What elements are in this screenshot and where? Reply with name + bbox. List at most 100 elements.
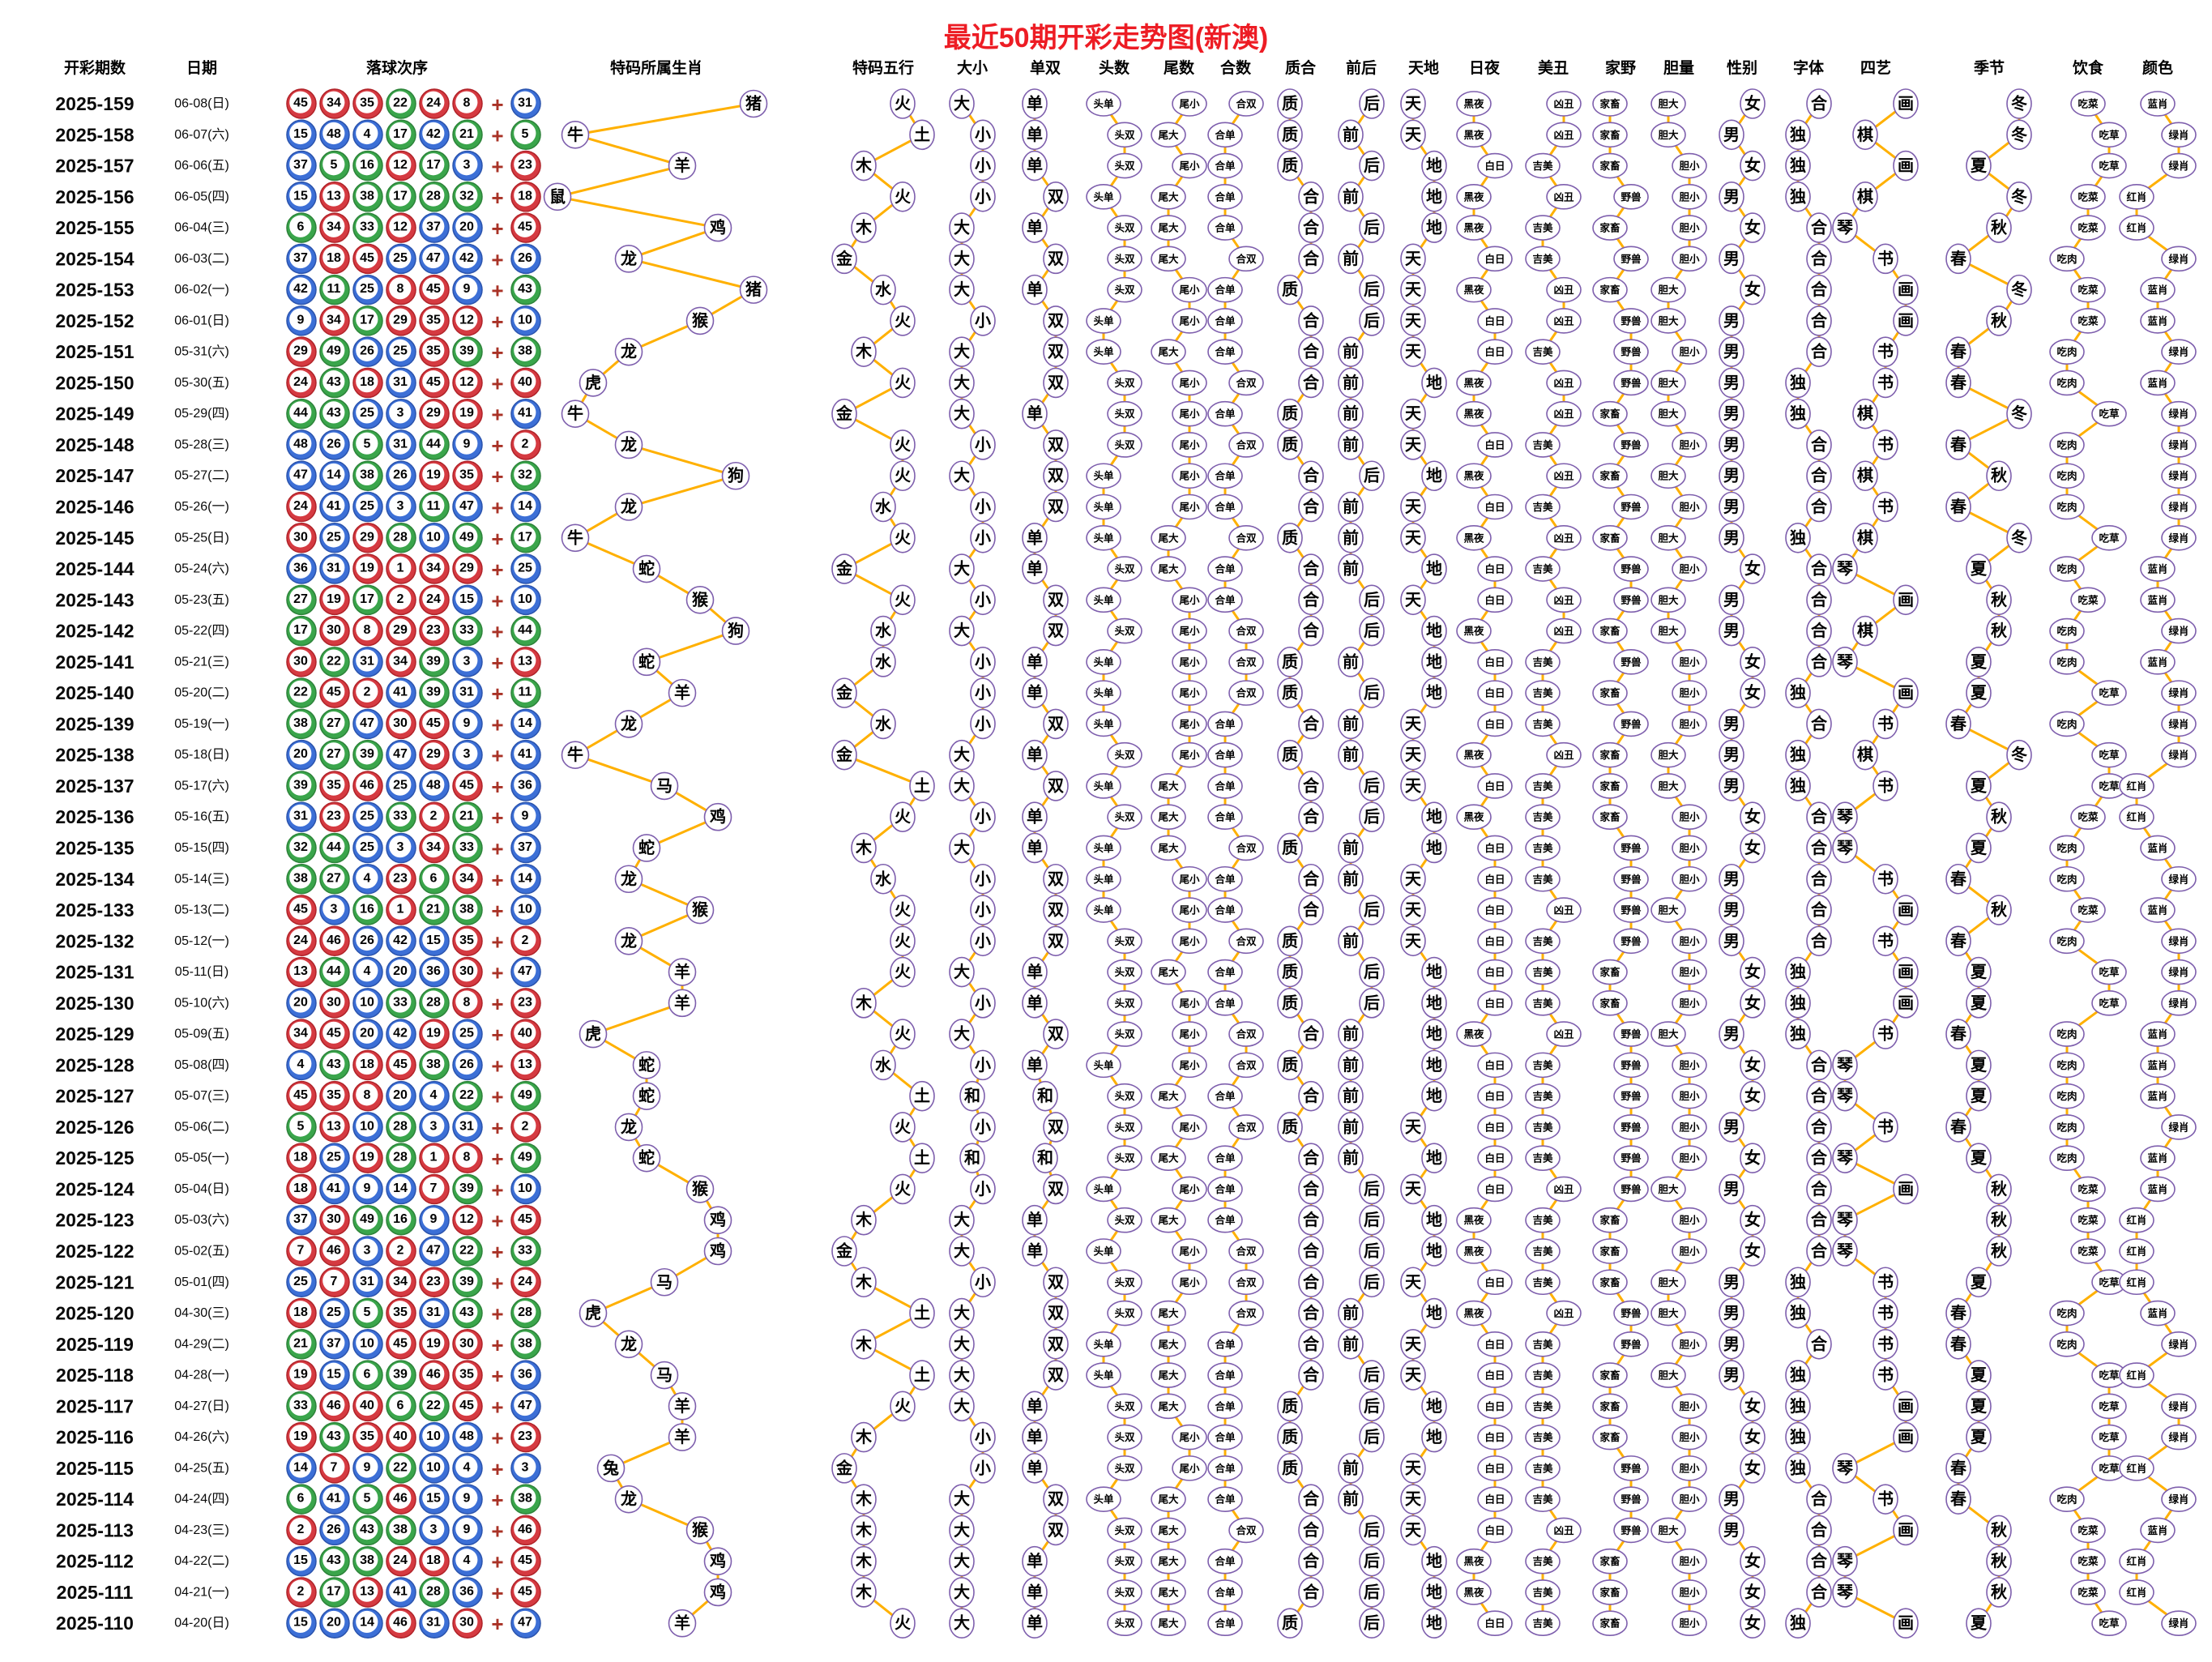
attr-label: 女	[1744, 1086, 1761, 1105]
attr-item-yanse: 蓝肖	[2140, 587, 2176, 613]
attr-circle	[2006, 274, 2032, 305]
attr-item-ziti: 独	[1785, 1421, 1811, 1453]
table-row: 2025-133 05-13(二) 45 3 16 1 21 38 +10 猴火小双头单 尾小 合单合…	[55, 895, 2176, 925]
attr-label: 尾大	[1158, 1214, 1179, 1226]
attr-item-yinshi: 吃肉	[2049, 928, 2085, 955]
attr-item-wuxing: 木	[851, 212, 877, 243]
attr-label: 黑夜	[1463, 470, 1484, 482]
attr-item-wei: 尾小	[1172, 741, 1207, 768]
ball-number: 43	[327, 1429, 341, 1443]
attr-item-riye: 黑夜	[1456, 617, 1492, 644]
ball-number: 22	[459, 1088, 474, 1102]
attr-item-siyi: 棋	[1852, 182, 1878, 212]
attr-item-shengxiao: 虎	[579, 1299, 608, 1327]
ball-face	[356, 91, 378, 113]
ball: 5	[286, 1112, 317, 1143]
date-label: 05-08(四)	[174, 1058, 229, 1072]
attr-item-jijie: 夏	[1966, 677, 1992, 708]
attr-label: 双	[1048, 1026, 1064, 1044]
ball-face	[389, 246, 412, 269]
attr-item-jiaye: 野兽	[1613, 432, 1649, 458]
attr-label: 后	[1364, 219, 1380, 237]
attr-circle	[1806, 212, 1832, 243]
attr-label: 蓝肖	[2147, 284, 2167, 296]
attr-label: 家畜	[1599, 98, 1620, 110]
ball-number: 43	[459, 1305, 474, 1319]
attr-item-shengxiao: 牛	[561, 523, 590, 553]
ball: 6	[419, 864, 450, 895]
ball: 20	[452, 212, 483, 243]
plus-icon: +	[491, 527, 503, 551]
attr-item-riye: 白日	[1477, 773, 1513, 799]
attr-label: 蓝肖	[2147, 563, 2167, 575]
attr-label: 吃肉	[2056, 873, 2077, 885]
special-ball: 36	[510, 771, 541, 801]
attr-item-yanse: 绿肖	[2161, 339, 2197, 365]
attr-item-yinshi: 吃菜	[2070, 1517, 2106, 1544]
attr-circle	[1022, 119, 1048, 151]
attr-label: 单	[1027, 745, 1043, 764]
attr-item-danshuang: 单	[1022, 1453, 1048, 1484]
attr-item-shengxiao: 羊	[668, 1423, 697, 1451]
attr-item-danshuang: 双	[1043, 460, 1069, 492]
ball-face	[389, 91, 412, 113]
attr-label: 绿肖	[2168, 1493, 2189, 1506]
ball-number: 31	[293, 810, 308, 823]
attr-item-meichou: 吉美	[1525, 711, 1561, 737]
ball: 35	[452, 1360, 483, 1391]
attr-item-tiandi: 地	[1421, 956, 1447, 988]
attr-label: 尾大	[1158, 1555, 1179, 1567]
attr-item-danshuang: 双	[1043, 491, 1069, 523]
ball-number: 7	[331, 1460, 338, 1474]
attr-label: 独	[1790, 993, 1806, 1012]
attr-item-yinshi: 吃菜	[2070, 1238, 2106, 1264]
ball: 29	[452, 553, 483, 584]
attr-item-danliang: 胆大	[1650, 1269, 1686, 1296]
attr-item-qianhou: 后	[1359, 956, 1385, 988]
special-ball-number: 26	[518, 251, 532, 265]
date-label: 04-26(六)	[174, 1429, 229, 1444]
attr-label: 大	[954, 1614, 970, 1633]
attr-label: 头双	[1114, 1524, 1135, 1536]
attr-item-zhihe: 质	[1277, 274, 1303, 305]
special-ball: 3	[510, 1453, 541, 1484]
attr-label: 吃草	[2099, 1617, 2120, 1630]
ball-number: 18	[426, 1553, 441, 1567]
attr-label: 合	[1303, 1303, 1320, 1322]
ball: 9	[452, 1515, 483, 1546]
attr-label: 女	[1744, 962, 1761, 981]
attr-label: 凶丑	[1553, 1184, 1574, 1195]
ball: 38	[286, 864, 317, 895]
ball-number: 3	[364, 1243, 371, 1257]
attr-item-wei: 尾大	[1151, 959, 1186, 985]
attr-item-danliang: 胆小	[1672, 1548, 1707, 1574]
ball-number: 31	[426, 1616, 441, 1630]
attr-label: 天	[1405, 1491, 1422, 1509]
attr-item-riye: 黑夜	[1456, 91, 1492, 117]
attr-label: 凶丑	[1553, 1308, 1574, 1319]
ball: 25	[386, 771, 416, 801]
attr-label: 合单	[1215, 904, 1236, 916]
attr-label: 头双	[1114, 253, 1135, 265]
attr-item-meichou: 吉美	[1525, 1114, 1561, 1140]
attr-item-xingbie: 女	[1740, 150, 1766, 182]
attr-label: 合	[1811, 807, 1828, 827]
attr-item-shengxiao: 马	[650, 1361, 679, 1390]
attr-item-jiaye: 野兽	[1613, 1176, 1649, 1203]
attr-item-ziti: 合	[1806, 429, 1832, 460]
ball: 31	[386, 429, 416, 460]
attr-item-riye: 白日	[1477, 897, 1513, 923]
attr-item-tou: 头双	[1107, 617, 1142, 644]
ball-face	[422, 215, 445, 237]
ball: 39	[419, 647, 450, 677]
attr-item-tiandi: 地	[1421, 988, 1447, 1019]
attr-item-yinshi: 吃肉	[2049, 649, 2085, 675]
attr-item-ziti: 合	[1806, 491, 1832, 523]
date-label: 05-17(六)	[174, 778, 229, 793]
ball-number: 41	[393, 1584, 408, 1598]
attr-item-jiaye: 野兽	[1613, 835, 1649, 861]
attr-item-qianhou: 后	[1359, 677, 1385, 708]
ball: 26	[386, 460, 416, 491]
attr-item-he: 合单	[1207, 1083, 1243, 1109]
ball-number: 20	[393, 964, 408, 978]
